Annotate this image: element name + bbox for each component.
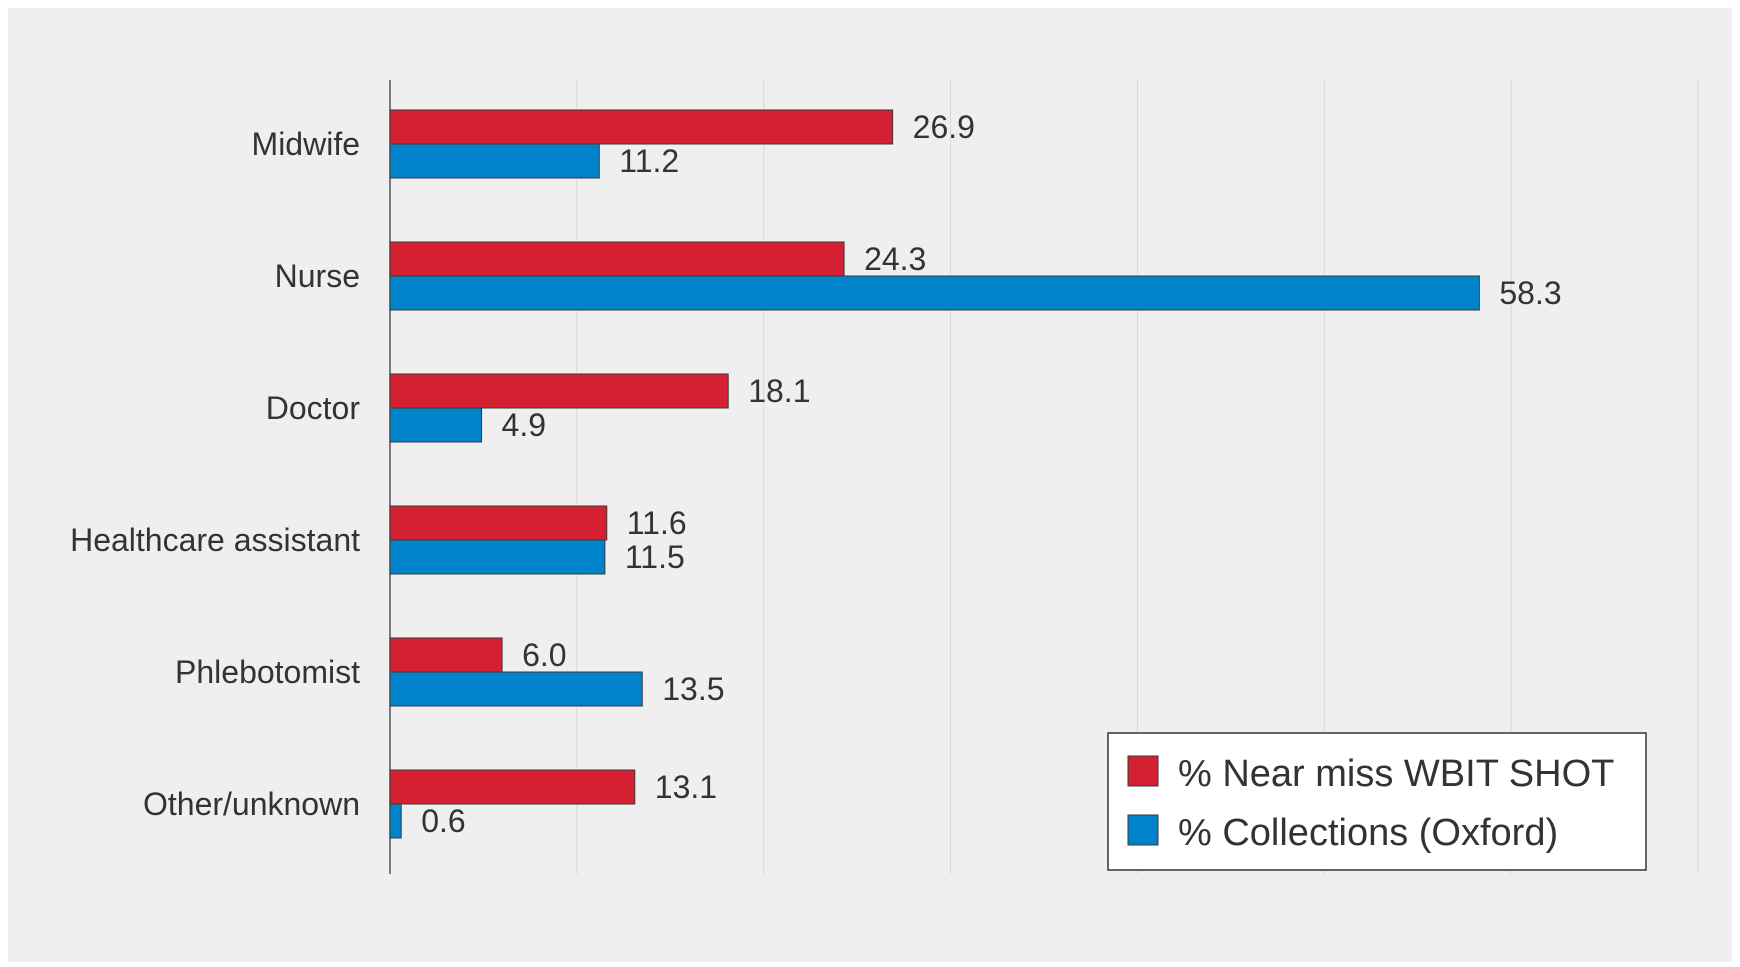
legend: % Near miss WBIT SHOT % Collections (Oxf… [1107,732,1647,871]
value-label: 26.9 [913,109,975,145]
value-label: 18.1 [748,373,810,409]
category-label: Doctor [266,390,361,426]
category-label: Nurse [275,258,360,294]
category-label: Other/unknown [143,786,360,822]
bar-near-miss [389,505,608,541]
legend-swatch-collections [1127,814,1159,846]
labels-layer: Midwife 26.9 11.2 Nurse 24.3 58.3 Doctor 18.1 4.… [70,109,1562,839]
bar-near-miss [389,241,845,277]
legend-swatch-near-miss [1127,755,1159,787]
bars-layer [389,109,1480,839]
value-label: 0.6 [421,803,465,839]
bar-near-miss [389,373,729,409]
bar-collections [389,539,606,575]
category-label: Healthcare assistant [70,522,360,558]
legend-label-near-miss: % Near miss WBIT SHOT [1178,753,1614,795]
bar-collections [389,275,1480,311]
value-label: 13.1 [655,769,717,805]
bar-near-miss [389,769,636,805]
value-label: 13.5 [662,671,724,707]
category-label: Midwife [252,126,360,162]
bar-collections [389,407,483,443]
legend-label-collections: % Collections (Oxford) [1178,812,1558,854]
bar-near-miss [389,109,894,145]
bar-collections [389,803,402,839]
value-label: 24.3 [864,241,926,277]
value-label: 4.9 [502,407,546,443]
value-label: 58.3 [1499,275,1561,311]
bar-collections [389,143,600,179]
value-label: 11.5 [625,539,685,575]
category-label: Phlebotomist [175,654,360,690]
legend-box [1107,732,1647,871]
value-label: 11.2 [619,143,679,179]
bar-near-miss [389,637,503,673]
bar-collections [389,671,643,707]
value-label: 11.6 [627,505,687,541]
value-label: 6.0 [522,637,566,673]
